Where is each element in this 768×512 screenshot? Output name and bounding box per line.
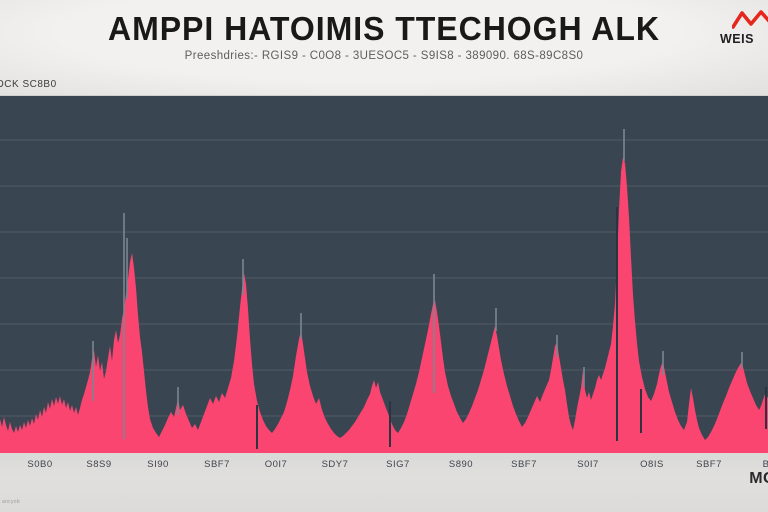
x-tick-label: S890 — [449, 459, 473, 470]
logo-zigzag-icon — [732, 10, 768, 30]
x-axis: S0B0 S8S9 SI90 SBF7 O0I7 SDY7 SIG7 S890 SBF7 S0I7… — [0, 453, 768, 512]
fineprint-text: ancyob — [2, 499, 20, 505]
header: AMPPI HATOIMIS TTECHOGH ALK Preeshdries:… — [0, 0, 768, 95]
x-tick-label: O8IS — [640, 459, 664, 470]
x-tick-label: SDY7 — [322, 459, 349, 470]
x-tick-label: SI90 — [147, 459, 169, 470]
x-tick-label: S0B0 — [27, 459, 52, 470]
screenshot-root: AMPPI HATOIMIS TTECHOGH ALK Preeshdries:… — [0, 0, 768, 512]
brand-logo: WEIS — [720, 10, 768, 46]
corner-label: OCK SC8B0 — [0, 79, 57, 90]
x-tick-label: SBF7 — [696, 459, 722, 470]
x-tick-label: SBF7 — [204, 459, 230, 470]
x-tick-label: B — [763, 459, 768, 470]
x-tick-label: O0I7 — [265, 459, 288, 470]
x-tick-label: SIG7 — [386, 459, 410, 470]
area-chart — [0, 96, 768, 454]
logo-text: WEIS — [720, 32, 768, 46]
page-title: AMPPI HATOIMIS TTECHOGH ALK — [12, 10, 757, 48]
x-tick-label: S0I7 — [577, 459, 599, 470]
x-tick-label: S8S9 — [86, 459, 111, 470]
chart-plot-area — [0, 95, 768, 454]
area-series — [0, 157, 768, 454]
axis-unit-label: MG — [749, 470, 768, 488]
page-subtitle: Preeshdries:- RGIS9 - C0O8 - 3UESOC5 - S… — [0, 50, 768, 62]
x-tick-label: SBF7 — [511, 459, 537, 470]
